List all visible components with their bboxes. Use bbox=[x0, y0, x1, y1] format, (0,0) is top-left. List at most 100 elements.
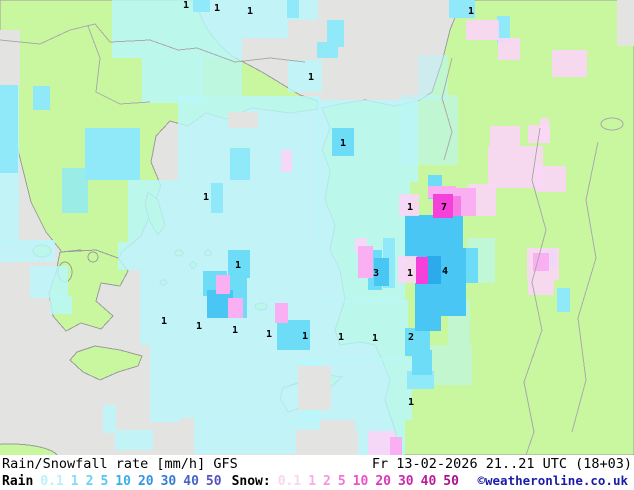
precip-cell bbox=[115, 430, 153, 450]
precip-cell bbox=[281, 150, 292, 172]
precip-cell bbox=[128, 180, 320, 242]
precip-cell bbox=[30, 266, 68, 298]
snow-legend-label: Snow: bbox=[231, 474, 271, 489]
precip-cell bbox=[150, 345, 320, 422]
precip-cell bbox=[536, 166, 566, 192]
precip-cell bbox=[490, 126, 520, 146]
precip-cell bbox=[332, 128, 354, 156]
precip-cell bbox=[528, 280, 554, 295]
precip-value-label: 1 bbox=[407, 202, 413, 213]
precip-cell bbox=[317, 42, 338, 58]
map-title: Rain/Snowfall rate [mm/h] GFS bbox=[2, 456, 238, 472]
legend-value: 10 bbox=[115, 474, 131, 489]
precip-cell bbox=[216, 275, 230, 294]
precip-value-label: 4 bbox=[442, 266, 448, 277]
legend-value: 40 bbox=[183, 474, 199, 489]
legend-value: 0.1 bbox=[277, 474, 302, 489]
precip-cell bbox=[390, 437, 402, 457]
precip-cell bbox=[399, 194, 419, 216]
legend-line: Rain 0.1 1 2 5 10 20 30 40 50 Snow: 0.1 1 2 5 10 20 30… bbox=[0, 472, 634, 489]
border-line bbox=[571, 141, 599, 433]
precip-cell bbox=[0, 240, 55, 262]
precip-cell bbox=[142, 58, 202, 103]
precip-cell bbox=[62, 168, 88, 213]
precip-value-label: 1 bbox=[407, 268, 413, 279]
sea-pocket bbox=[180, 418, 194, 460]
rain-scale: 0.1 1 2 5 10 20 30 40 50 bbox=[33, 474, 221, 489]
precip-cell bbox=[200, 58, 242, 96]
precip-value-label: 1 bbox=[340, 138, 346, 149]
sea-pocket bbox=[617, 0, 634, 46]
precip-value-label: 2 bbox=[408, 332, 414, 343]
precip-cell bbox=[211, 183, 223, 213]
precip-cell bbox=[85, 128, 140, 180]
landmass bbox=[69, 345, 143, 381]
legend-value: 1 bbox=[308, 474, 317, 489]
precip-cell bbox=[488, 146, 543, 188]
legend-value: 30 bbox=[397, 474, 414, 489]
precip-cell bbox=[400, 95, 458, 165]
precip-value-label: 1 bbox=[214, 3, 220, 14]
precip-value-label: 1 bbox=[161, 316, 167, 327]
precip-value-label: 7 bbox=[441, 202, 447, 213]
sea-pocket bbox=[228, 112, 258, 128]
legend-value: 0.1 bbox=[40, 474, 64, 489]
rain-legend-label: Rain bbox=[2, 474, 34, 489]
copyright-text: ©weatheronline.co.uk bbox=[477, 473, 628, 488]
precip-value-label: 1 bbox=[338, 332, 344, 343]
precip-cell bbox=[277, 320, 310, 350]
precip-cell bbox=[557, 288, 570, 312]
precip-cell bbox=[0, 57, 18, 173]
border-line bbox=[441, 57, 453, 161]
legend-value: 30 bbox=[160, 474, 177, 489]
legend-value: 50 bbox=[205, 474, 222, 489]
precip-cell bbox=[358, 246, 373, 278]
precip-cell bbox=[497, 16, 510, 43]
legend-value: 5 bbox=[337, 474, 346, 489]
legend-value: 50 bbox=[443, 474, 459, 489]
precip-cell bbox=[112, 0, 318, 20]
legend-value: 40 bbox=[420, 474, 437, 489]
precip-cell bbox=[228, 250, 250, 278]
precip-cell bbox=[412, 350, 432, 375]
precip-value-label: 1 bbox=[308, 72, 314, 83]
sea-pocket bbox=[0, 30, 20, 85]
border-line bbox=[87, 25, 151, 105]
precip-cell bbox=[415, 283, 441, 331]
border-line bbox=[0, 23, 306, 63]
island bbox=[87, 251, 99, 263]
precip-value-label: 1 bbox=[302, 331, 308, 342]
legend-value: 2 bbox=[85, 474, 94, 489]
precip-cell bbox=[112, 20, 242, 58]
precip-value-label: 1 bbox=[235, 260, 241, 271]
precip-cell bbox=[466, 20, 499, 40]
precip-cell bbox=[407, 371, 434, 389]
precip-cell bbox=[327, 20, 344, 47]
snow-scale: 0.1 1 2 5 10 20 30 40 50 bbox=[271, 474, 459, 489]
precip-cell bbox=[433, 194, 453, 218]
precip-value-label: 1 bbox=[183, 0, 189, 11]
border-line bbox=[523, 127, 547, 456]
precip-cell bbox=[103, 405, 116, 433]
precip-cell bbox=[498, 38, 520, 60]
sea-pocket bbox=[296, 430, 358, 455]
legend-value: 1 bbox=[70, 474, 79, 489]
bottom-bar: Rain/Snowfall rate [mm/h] GFS Fr 13-02-2… bbox=[0, 455, 634, 490]
precip-cell bbox=[242, 20, 288, 38]
precip-cell bbox=[287, 0, 299, 18]
precip-value-label: 1 bbox=[247, 6, 253, 17]
precip-value-label: 3 bbox=[373, 268, 379, 279]
legend-value: 2 bbox=[323, 474, 331, 489]
precip-cell bbox=[552, 50, 587, 77]
precip-value-label: 1 bbox=[468, 6, 474, 17]
precip-value-label: 1 bbox=[203, 192, 209, 203]
precip-value-label: 1 bbox=[408, 397, 414, 408]
sea-pocket bbox=[298, 366, 331, 410]
legend-value: 5 bbox=[100, 474, 109, 489]
precip-cell bbox=[230, 148, 250, 180]
precip-value-label: 1 bbox=[266, 329, 272, 340]
precip-cell bbox=[228, 298, 243, 318]
